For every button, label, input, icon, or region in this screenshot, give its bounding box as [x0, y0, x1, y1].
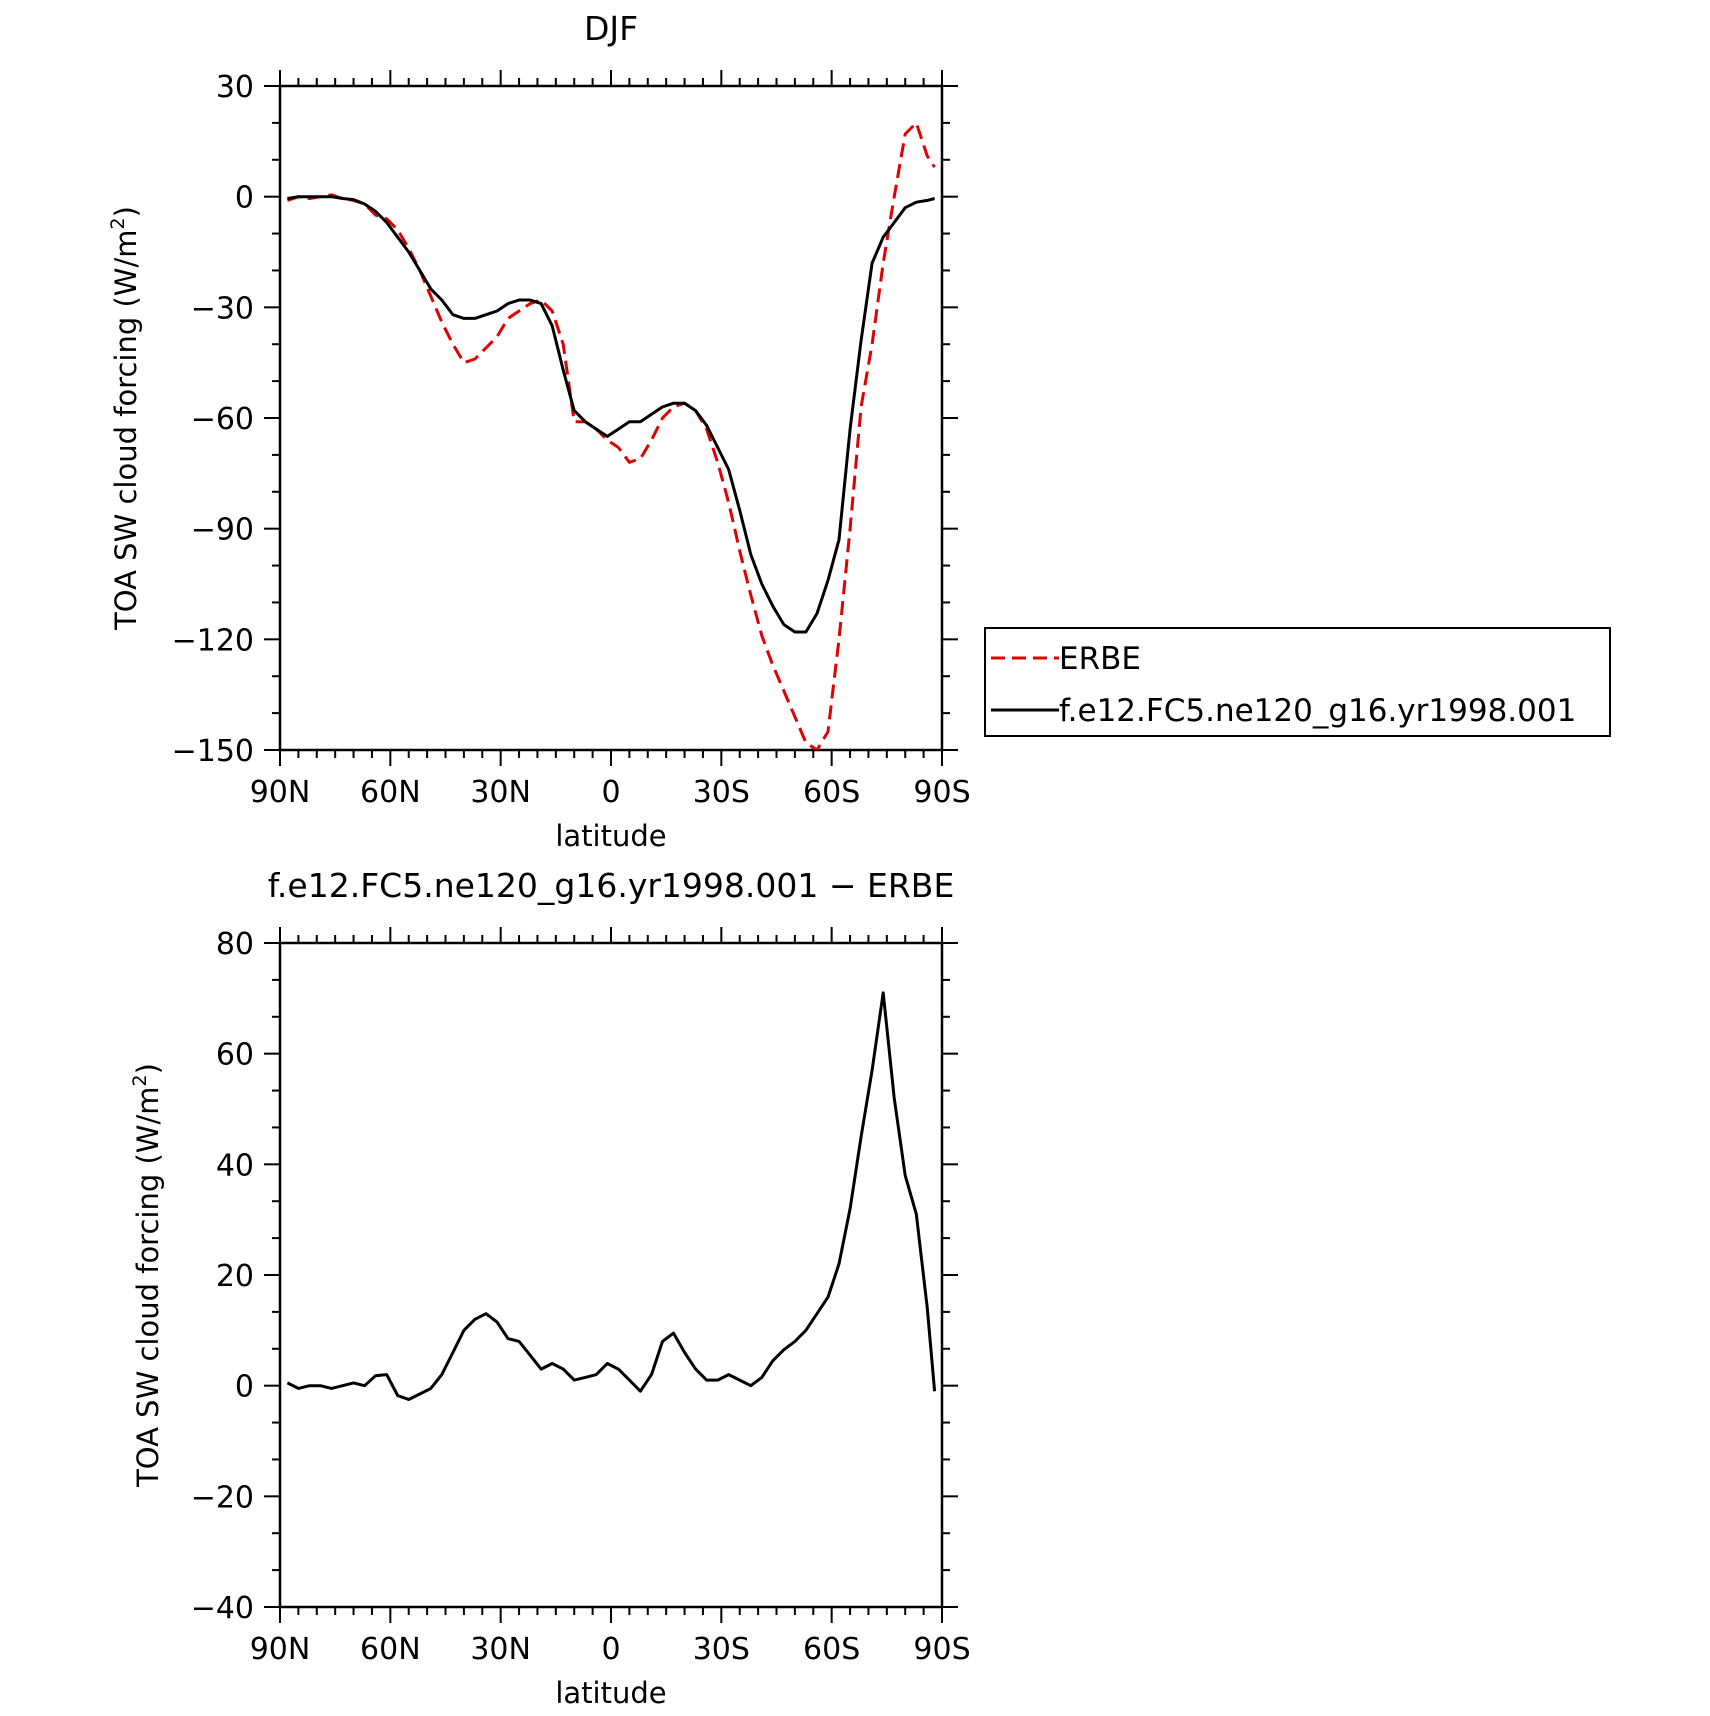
- plot-frame: [278, 941, 944, 1609]
- x-tick-label: 30S: [693, 775, 750, 810]
- y-tick-label: −120: [172, 623, 254, 658]
- x-tick-label: 0: [601, 1632, 620, 1667]
- y-tick-label: −90: [191, 513, 254, 548]
- series-line-1: [286, 121, 936, 750]
- legend-label: ERBE: [1059, 641, 1141, 677]
- y-tick-label: −20: [191, 1480, 254, 1515]
- legend-box: [984, 627, 1611, 737]
- x-tick-label: 90N: [250, 775, 311, 810]
- x-tick-label: 30N: [470, 1632, 531, 1667]
- x-tick-label: 60N: [360, 1632, 421, 1667]
- series-line-2: [287, 195, 935, 634]
- x-tick-label: 60S: [803, 775, 860, 810]
- y-tick-label: −150: [172, 734, 254, 769]
- legend-label: f.e12.FC5.ne120_g16.yr1998.001: [1059, 693, 1576, 729]
- x-tick-label: 90N: [250, 1632, 311, 1667]
- y-tick-label: −40: [191, 1591, 254, 1626]
- y-axis-label: TOA SW cloud forcing (W/m2): [107, 206, 143, 631]
- y-tick-label: 80: [216, 927, 254, 962]
- y-tick-label: 60: [216, 1038, 254, 1073]
- x-tick-label: 60N: [360, 775, 421, 810]
- x-tick-label: 60S: [803, 1632, 860, 1667]
- series-line-1: [286, 991, 937, 1401]
- x-tick-label: 30N: [470, 775, 531, 810]
- x-axis-label: latitude: [555, 819, 666, 853]
- y-tick-label: 30: [216, 70, 254, 105]
- panel-2: f.e12.FC5.ne120_g16.yr1998.001 − ERBE 90N…: [129, 866, 971, 1710]
- x-tick-label: 90S: [913, 775, 970, 810]
- chart-title: f.e12.FC5.ne120_g16.yr1998.001 − ERBE: [268, 866, 955, 905]
- y-tick-label: 40: [216, 1148, 254, 1183]
- x-tick-label: 30S: [693, 1632, 750, 1667]
- chart-title: DJF: [584, 9, 638, 48]
- x-axis-label: latitude: [555, 1676, 666, 1710]
- x-tick-label: 0: [601, 775, 620, 810]
- y-tick-label: −60: [191, 402, 254, 437]
- y-tick-label: 0: [235, 181, 254, 216]
- y-tick-label: 20: [216, 1259, 254, 1294]
- panel-1: DJF 90N 60N 30N 0 30S 60S 90S 30 0 −30 −60 −90 −120 −1…: [107, 9, 1611, 853]
- plot-frame: [278, 84, 944, 752]
- y-axis-label: TOA SW cloud forcing (W/m2): [129, 1063, 165, 1488]
- y-tick-label: 0: [235, 1370, 254, 1405]
- y-tick-label: −30: [191, 291, 254, 326]
- legend: ERBE f.e12.FC5.ne120_g16.yr1998.001: [984, 627, 1611, 737]
- x-tick-label: 90S: [913, 1632, 970, 1667]
